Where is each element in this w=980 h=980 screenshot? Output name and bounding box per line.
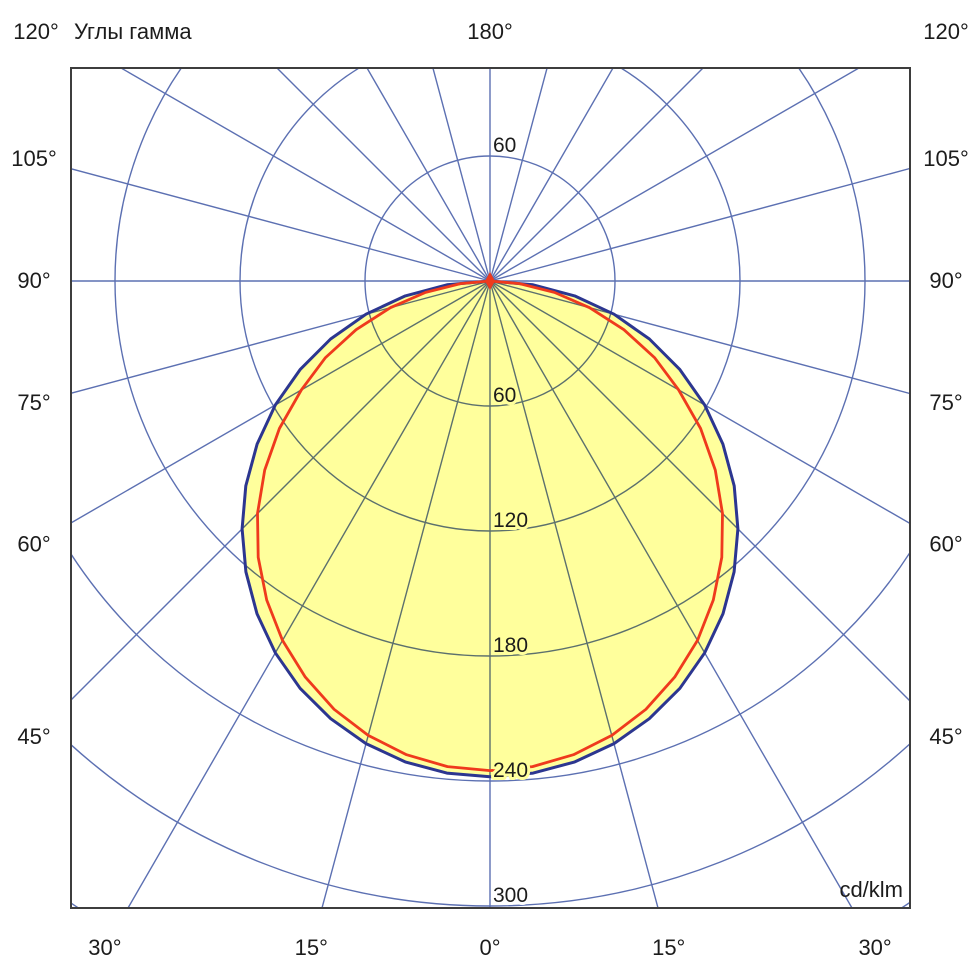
- gamma-label-bottom: 15°: [295, 935, 328, 960]
- grid-ray: [119, 68, 491, 282]
- gamma-label-right: 45°: [929, 724, 962, 749]
- radial-tick-label: 180: [493, 634, 528, 657]
- gamma-label-top-center: 180°: [467, 19, 513, 44]
- gamma-label-bottom: 0°: [479, 935, 500, 960]
- grid-ray: [489, 280, 910, 525]
- radial-tick-label: 120: [493, 509, 528, 532]
- grid-ray: [489, 167, 910, 282]
- grid-ray: [489, 68, 614, 282]
- grid-ray: [489, 280, 910, 702]
- radial-tick-label: 300: [493, 884, 528, 907]
- grid-ray: [71, 280, 491, 701]
- plot-frame: [70, 67, 911, 909]
- gamma-label-top-left: 120°: [13, 19, 59, 44]
- grid-ray: [489, 68, 704, 282]
- grid-ray: [489, 280, 853, 908]
- grid-ray: [489, 280, 659, 908]
- gamma-label-left: 105°: [11, 146, 57, 171]
- grid-ray: [276, 68, 491, 282]
- curve-inner-red: [256, 279, 724, 772]
- gamma-label-bottom: 15°: [652, 935, 685, 960]
- unit-label: cd/klm: [839, 877, 903, 902]
- gamma-label-left: 90°: [17, 268, 50, 293]
- grid-ray: [71, 280, 491, 394]
- radial-tick-label: 60: [493, 134, 516, 157]
- gamma-label-left: 75°: [17, 390, 50, 415]
- radial-tick-label: 60: [493, 384, 516, 407]
- grid-ray: [71, 168, 491, 282]
- chart-title: Углы гамма: [74, 19, 192, 44]
- radial-tick-label: 240: [493, 759, 528, 782]
- gamma-label-right: 90°: [929, 268, 962, 293]
- gamma-label-right: 75°: [929, 390, 962, 415]
- curve-inner-pole-marker: [485, 272, 495, 290]
- grid-ray: [127, 280, 491, 908]
- gamma-label-right: 60°: [929, 531, 962, 556]
- grid-ray: [489, 280, 910, 395]
- grid-ray: [321, 280, 491, 908]
- gamma-label-right: 105°: [923, 146, 969, 171]
- grid-ray: [366, 68, 491, 282]
- grid-ray: [71, 280, 491, 524]
- gamma-label-bottom: 30°: [858, 935, 891, 960]
- gamma-label-top-right: 120°: [923, 19, 969, 44]
- curve-outer-blue: [240, 279, 740, 779]
- gamma-label-left: 60°: [17, 531, 50, 556]
- gamma-label-bottom: 30°: [88, 935, 121, 960]
- grid-ray: [489, 68, 861, 282]
- gamma-label-left: 45°: [17, 724, 50, 749]
